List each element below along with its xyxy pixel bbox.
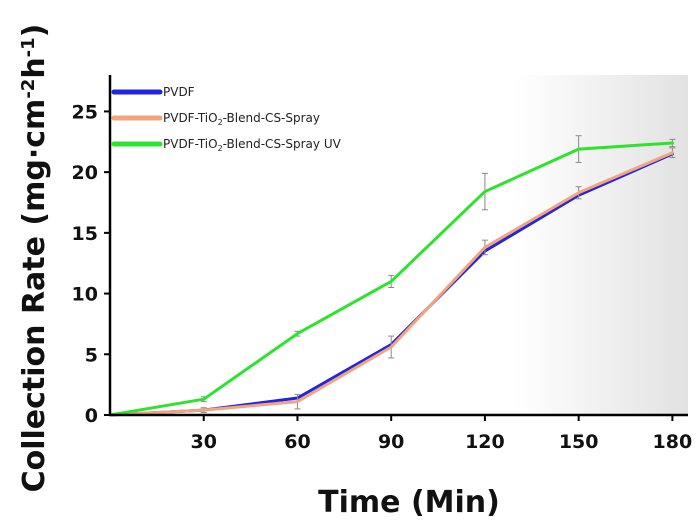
plot-area <box>110 75 688 415</box>
y-axis-title-mid: h <box>17 57 52 78</box>
y-tick-label: 20 <box>72 162 98 184</box>
x-tick-label: 180 <box>653 431 693 453</box>
x-tick-label: 120 <box>465 431 505 453</box>
x-tick-label: 90 <box>378 431 404 453</box>
x-tick-label: 60 <box>284 431 310 453</box>
legend-label: PVDF <box>163 85 195 99</box>
x-axis-title: Time (Min) <box>318 485 500 520</box>
y-axis-title: Collection Rate (mg·cm-2h-1) <box>17 24 52 493</box>
series-3 <box>108 135 676 417</box>
series-layer <box>108 135 676 417</box>
series-line <box>108 141 674 417</box>
y-axis-title-sup2: -1 <box>18 37 39 57</box>
y-tick-label: 5 <box>85 344 98 366</box>
y-axis-title-sup1: -2 <box>18 79 39 99</box>
plot-background <box>110 75 688 415</box>
y-tick-label: 0 <box>85 405 98 427</box>
y-tick-label: 25 <box>72 101 98 123</box>
axes <box>104 75 688 421</box>
series-2 <box>108 147 676 417</box>
x-tick-label: 30 <box>191 431 217 453</box>
legend-label: PVDF-TiO2-Blend-CS-Spray UV <box>163 137 342 153</box>
legend-label: PVDF-TiO2-Blend-CS-Spray <box>163 111 320 127</box>
y-axis-title-base: Collection Rate (mg·cm <box>17 99 52 493</box>
legend: PVDF PVDF-TiO2-Blend-CS-Spray PVDF-TiO2-Bl… <box>111 85 342 153</box>
x-tick-label: 150 <box>559 431 599 453</box>
y-tick-label: 10 <box>72 284 98 306</box>
y-axis-title-end: ) <box>17 24 52 38</box>
series-line <box>108 151 674 417</box>
y-tick-label: 15 <box>72 223 98 245</box>
tick-labels: 30 60 90 120 150 180 0 5 10 15 20 25 <box>72 101 693 453</box>
